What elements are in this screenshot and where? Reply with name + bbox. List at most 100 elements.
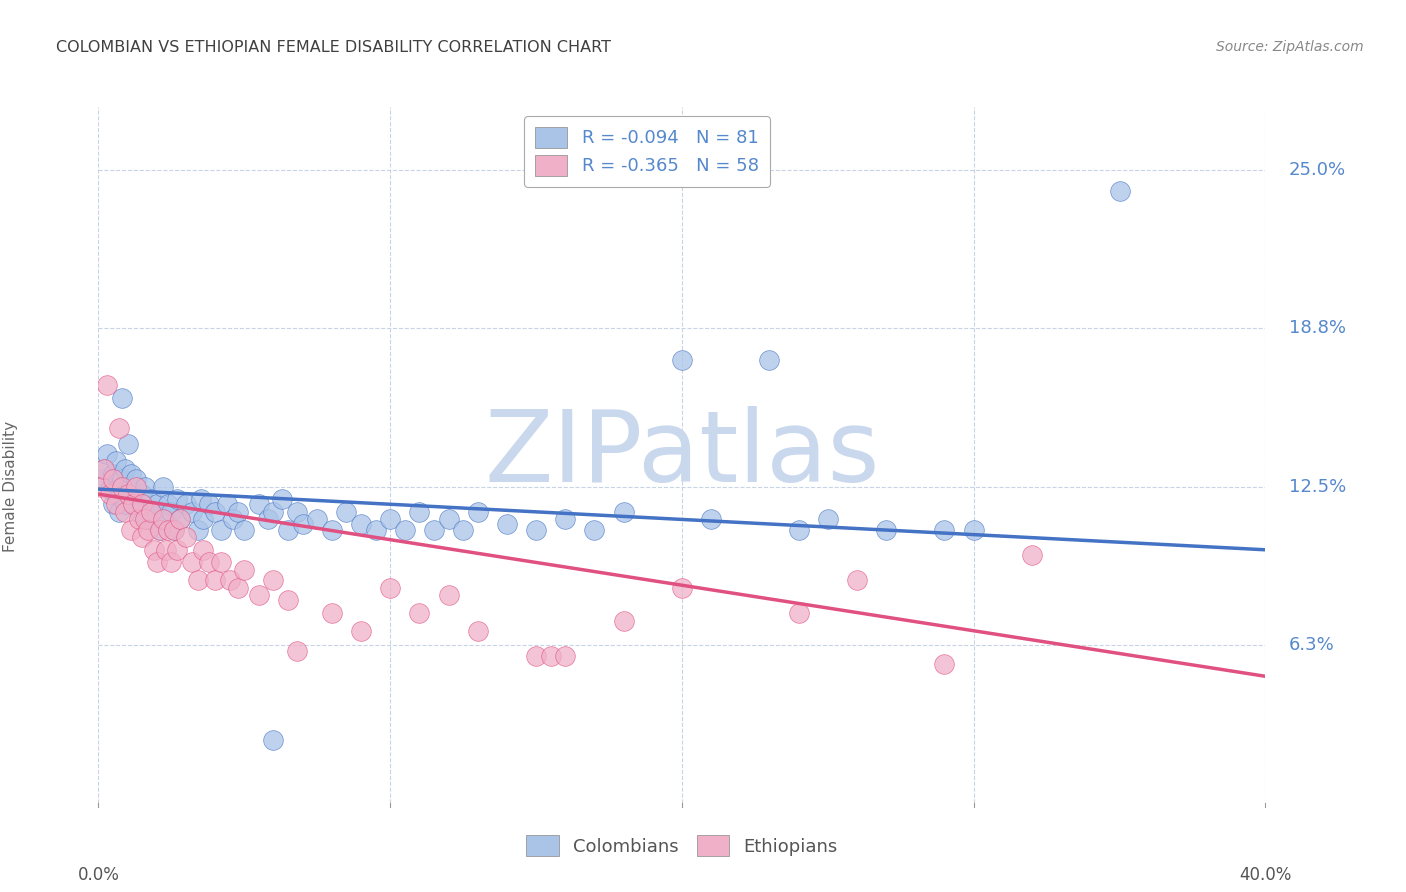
Point xyxy=(101,472,124,486)
Point xyxy=(122,497,145,511)
Point xyxy=(111,472,134,486)
Point xyxy=(437,588,460,602)
Point xyxy=(262,505,284,519)
Point xyxy=(136,512,159,526)
Point xyxy=(174,530,197,544)
Point xyxy=(128,512,150,526)
Point xyxy=(524,523,547,537)
Point xyxy=(169,512,191,526)
Point xyxy=(451,523,474,537)
Point xyxy=(378,512,402,526)
Point xyxy=(125,479,148,493)
Point xyxy=(114,497,136,511)
Point xyxy=(291,517,314,532)
Point xyxy=(247,497,270,511)
Point xyxy=(1021,548,1043,562)
Point xyxy=(152,479,174,493)
Point xyxy=(198,556,221,570)
Point xyxy=(817,512,839,526)
Point xyxy=(554,512,576,526)
Point xyxy=(350,517,373,532)
Point xyxy=(221,512,243,526)
Point xyxy=(104,487,127,501)
Point xyxy=(139,492,162,507)
Point xyxy=(209,523,232,537)
Point xyxy=(1108,184,1130,198)
Point xyxy=(187,573,209,587)
Point xyxy=(671,581,693,595)
Point xyxy=(128,505,150,519)
Point xyxy=(423,523,446,537)
Point xyxy=(166,492,188,507)
Point xyxy=(157,523,180,537)
Point xyxy=(114,462,136,476)
Point xyxy=(540,648,562,663)
Point xyxy=(364,523,387,537)
Point xyxy=(114,505,136,519)
Point xyxy=(111,391,134,405)
Point xyxy=(198,497,221,511)
Point xyxy=(134,512,156,526)
Point xyxy=(467,624,489,638)
Point xyxy=(120,467,142,481)
Point xyxy=(247,588,270,602)
Point xyxy=(307,512,329,526)
Point xyxy=(146,556,169,570)
Point xyxy=(155,542,177,557)
Point xyxy=(233,523,256,537)
Point xyxy=(157,497,180,511)
Point xyxy=(262,732,284,747)
Point xyxy=(934,657,956,671)
Point xyxy=(125,472,148,486)
Point xyxy=(136,523,159,537)
Point xyxy=(111,479,134,493)
Text: 40.0%: 40.0% xyxy=(1239,866,1292,884)
Point xyxy=(285,505,308,519)
Point xyxy=(146,497,169,511)
Point xyxy=(321,606,343,620)
Point xyxy=(228,505,250,519)
Point xyxy=(845,573,868,587)
Point xyxy=(787,606,810,620)
Point xyxy=(139,505,162,519)
Text: COLOMBIAN VS ETHIOPIAN FEMALE DISABILITY CORRELATION CHART: COLOMBIAN VS ETHIOPIAN FEMALE DISABILITY… xyxy=(56,40,612,55)
Point xyxy=(271,492,294,507)
Point xyxy=(160,505,183,519)
Text: Source: ZipAtlas.com: Source: ZipAtlas.com xyxy=(1216,40,1364,54)
Point xyxy=(787,523,810,537)
Point xyxy=(163,523,186,537)
Point xyxy=(758,353,780,368)
Point xyxy=(160,556,183,570)
Point xyxy=(169,512,191,526)
Point xyxy=(155,512,177,526)
Legend: Colombians, Ethiopians: Colombians, Ethiopians xyxy=(519,828,845,863)
Point xyxy=(408,606,430,620)
Point xyxy=(554,648,576,663)
Point xyxy=(131,530,153,544)
Point xyxy=(101,467,124,481)
Point xyxy=(93,462,115,476)
Point xyxy=(108,421,131,435)
Point xyxy=(671,353,693,368)
Point xyxy=(152,512,174,526)
Point xyxy=(437,512,460,526)
Point xyxy=(180,556,202,570)
Text: ZIPatlas: ZIPatlas xyxy=(484,407,880,503)
Point xyxy=(394,523,416,537)
Point xyxy=(104,497,127,511)
Point xyxy=(962,523,984,537)
Point xyxy=(108,505,131,519)
Point xyxy=(285,644,308,658)
Text: 18.8%: 18.8% xyxy=(1289,319,1346,337)
Point xyxy=(174,497,197,511)
Point xyxy=(149,523,172,537)
Point xyxy=(583,523,606,537)
Point xyxy=(277,593,299,607)
Point xyxy=(612,505,634,519)
Point xyxy=(122,497,145,511)
Point xyxy=(612,614,634,628)
Point xyxy=(104,454,127,468)
Text: 12.5%: 12.5% xyxy=(1289,477,1346,496)
Point xyxy=(875,523,897,537)
Text: Female Disability: Female Disability xyxy=(3,421,18,552)
